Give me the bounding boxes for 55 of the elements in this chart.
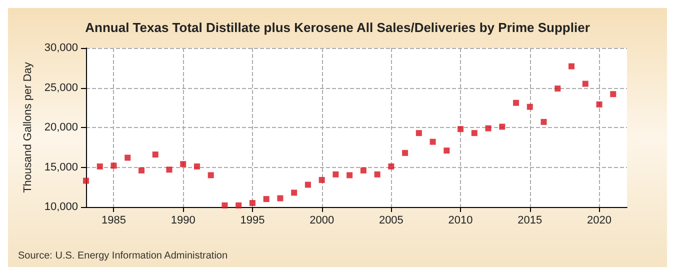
x-tick-label: 2005 xyxy=(378,214,404,226)
point xyxy=(83,178,89,184)
point xyxy=(291,190,298,196)
point xyxy=(568,63,575,70)
x-tick-label: 1985 xyxy=(102,214,126,226)
x-tick-label: 2020 xyxy=(587,214,612,226)
point xyxy=(513,100,520,106)
point xyxy=(485,125,492,132)
point xyxy=(596,101,602,108)
point xyxy=(96,163,103,170)
point xyxy=(388,163,394,170)
point xyxy=(332,171,339,178)
y-tick-label: 30,000 xyxy=(44,42,78,54)
point xyxy=(208,172,214,178)
chart-title: Annual Texas Total Distillate plus Kerosene All Sales/Deliveries by Prime Supplier xyxy=(85,20,590,35)
point xyxy=(222,202,228,208)
x-tick-label: 2015 xyxy=(518,214,542,226)
point xyxy=(152,152,158,158)
point xyxy=(444,148,450,154)
point xyxy=(318,176,325,183)
point xyxy=(582,80,588,87)
point xyxy=(610,91,616,98)
point xyxy=(110,162,117,169)
point xyxy=(263,196,270,202)
x-tick-label: 1990 xyxy=(170,214,196,226)
point xyxy=(402,150,408,156)
point xyxy=(194,163,200,170)
point xyxy=(346,172,353,178)
x-tick-label: 2000 xyxy=(310,214,334,226)
point xyxy=(458,126,464,132)
point xyxy=(374,171,380,178)
point xyxy=(236,202,242,208)
point xyxy=(540,118,547,125)
x-tick-label: 1995 xyxy=(240,214,265,226)
y-axis-title: Thousand Gallons per Day xyxy=(22,62,34,193)
point xyxy=(304,182,311,188)
point xyxy=(554,86,561,92)
y-tick-label: 10,000 xyxy=(44,201,78,213)
point xyxy=(138,167,144,174)
x-tick-label: 2010 xyxy=(448,214,473,226)
point xyxy=(166,166,172,173)
point xyxy=(277,195,284,202)
source-note: Source: U.S. Energy Information Administration xyxy=(18,250,228,262)
y-tick-label: 20,000 xyxy=(44,122,78,134)
y-tick-label: 15,000 xyxy=(44,161,78,174)
point xyxy=(249,200,256,206)
point xyxy=(180,161,186,168)
point xyxy=(416,130,422,136)
y-tick-label: 25,000 xyxy=(44,82,78,94)
point xyxy=(430,138,436,145)
point xyxy=(499,124,506,130)
point xyxy=(471,130,478,136)
point xyxy=(360,167,366,174)
point xyxy=(526,104,533,110)
point xyxy=(124,154,131,161)
